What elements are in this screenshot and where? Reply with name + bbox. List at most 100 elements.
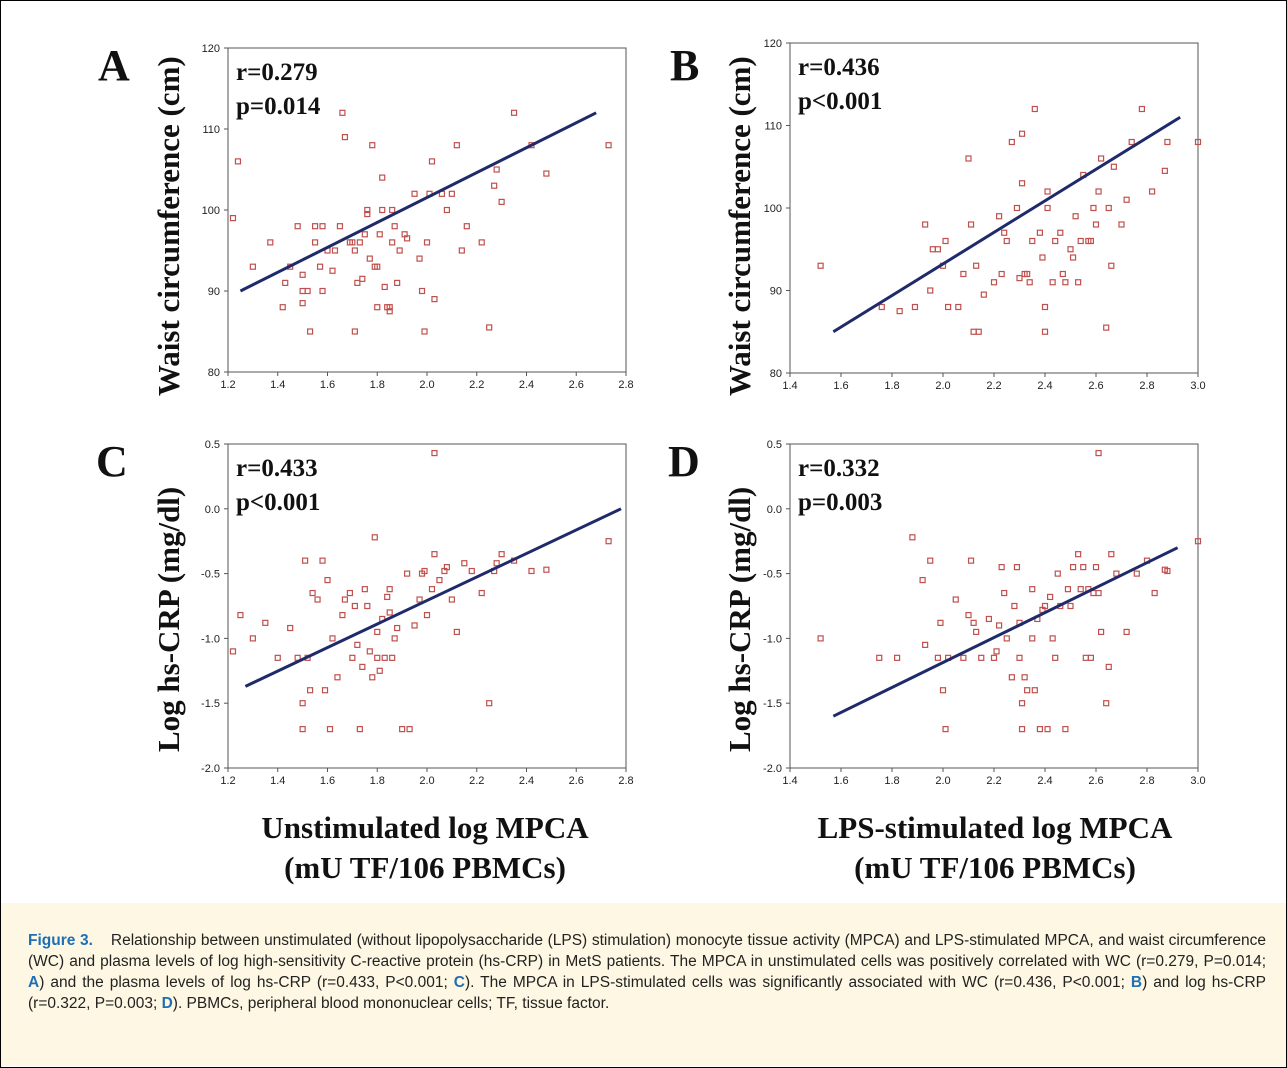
- caption-text-3: ). The MPCA in LPS-stimulated cells was …: [464, 974, 1131, 991]
- x-tick-label: 1.4: [270, 379, 285, 391]
- data-point: [942, 237, 949, 245]
- data-point: [468, 567, 475, 575]
- x-tick-label: 1.6: [833, 775, 848, 787]
- data-point: [428, 158, 436, 165]
- data-point: [453, 142, 460, 149]
- data-point: [359, 663, 366, 671]
- data-point: [998, 270, 1005, 278]
- data-point: [1057, 229, 1064, 236]
- data-point: [1001, 589, 1008, 597]
- x-tick-label: 1.4: [782, 775, 797, 787]
- data-point: [366, 255, 373, 262]
- y-tick-label: 110: [202, 124, 220, 136]
- y-tick-label: 80: [770, 368, 782, 380]
- panel-c-r-value: r=0.433: [236, 455, 318, 482]
- x-tick-label: 2.4: [1037, 775, 1052, 787]
- data-point: [374, 654, 381, 661]
- data-point: [980, 291, 987, 298]
- data-point: [1087, 654, 1094, 661]
- data-point: [1018, 180, 1026, 187]
- x-tick-label: 2.2: [986, 380, 1001, 392]
- data-point: [493, 560, 500, 567]
- data-point: [1044, 204, 1051, 212]
- data-point: [299, 271, 306, 278]
- x-tick-label: 1.2: [220, 379, 235, 391]
- x-tick-label: 2.6: [1088, 380, 1103, 392]
- data-point: [1108, 551, 1115, 558]
- panel-c-ylabel: Log hs-CRP (mg/dl): [151, 486, 186, 752]
- data-point: [1138, 105, 1145, 113]
- data-point: [267, 239, 274, 246]
- regression-line: [239, 111, 597, 293]
- y-tick-label: 0.0: [767, 504, 782, 516]
- data-point: [1080, 564, 1087, 571]
- data-point: [510, 109, 518, 116]
- data-point: [379, 206, 386, 214]
- data-point: [1016, 275, 1023, 282]
- data-point: [945, 303, 952, 311]
- data-point: [359, 275, 366, 282]
- data-point: [389, 654, 396, 661]
- data-point: [364, 602, 371, 610]
- data-point: [1029, 635, 1036, 642]
- data-point: [346, 589, 353, 597]
- panel-a-p-value: p=0.014: [236, 93, 321, 120]
- data-point: [1008, 674, 1015, 681]
- y-tick-label: 120: [202, 43, 220, 55]
- data-point: [493, 166, 500, 173]
- data-point: [1059, 270, 1066, 278]
- data-point: [996, 213, 1003, 220]
- data-point: [311, 223, 319, 230]
- data-point: [1082, 654, 1089, 661]
- data-point: [1036, 229, 1043, 236]
- data-point: [364, 206, 371, 214]
- data-point: [478, 589, 485, 597]
- data-point: [1069, 564, 1077, 571]
- data-point: [336, 223, 344, 230]
- data-point: [394, 279, 401, 286]
- data-point: [249, 635, 256, 642]
- data-point: [1018, 700, 1026, 707]
- data-point: [1044, 726, 1051, 733]
- data-point: [374, 263, 381, 270]
- data-point: [339, 611, 346, 619]
- data-point: [389, 239, 396, 246]
- data-point: [1151, 589, 1158, 597]
- data-point: [386, 609, 393, 616]
- data-point: [262, 619, 269, 626]
- y-tick-label: 90: [770, 286, 782, 298]
- data-point: [461, 560, 468, 567]
- data-point: [1013, 204, 1021, 212]
- figure-caption: Figure 3. Relationship between unstimulat…: [28, 930, 1266, 1014]
- x-tick-label: 2.6: [1088, 775, 1103, 787]
- data-point: [1049, 279, 1056, 286]
- data-point: [1069, 254, 1077, 261]
- y-tick-label: 80: [208, 367, 220, 379]
- y-tick-label: 110: [764, 121, 782, 133]
- x-tick-label: 2.2: [469, 379, 484, 391]
- data-point: [299, 300, 306, 307]
- data-point: [990, 279, 998, 286]
- data-point: [453, 628, 460, 636]
- data-point: [319, 557, 326, 564]
- data-point: [927, 557, 934, 564]
- y-tick-label: 90: [208, 286, 220, 298]
- data-point: [443, 206, 450, 214]
- data-point: [909, 534, 916, 541]
- data-point: [351, 602, 358, 610]
- data-point: [371, 534, 378, 541]
- data-point: [1103, 700, 1110, 707]
- y-tick-label: 100: [202, 205, 220, 217]
- y-tick-label: -1.0: [201, 633, 220, 645]
- left-xlabel-line2: (mU TF/106 PBMCs): [284, 850, 566, 885]
- data-point: [543, 170, 550, 177]
- regression-line: [832, 546, 1179, 718]
- data-point: [282, 279, 289, 286]
- data-point: [411, 622, 418, 629]
- x-tick-label: 3.0: [1190, 380, 1205, 392]
- x-tick-label: 2.0: [935, 775, 950, 787]
- data-point: [876, 654, 883, 661]
- data-point: [934, 654, 941, 661]
- data-point: [1041, 602, 1049, 610]
- data-point: [1041, 303, 1049, 311]
